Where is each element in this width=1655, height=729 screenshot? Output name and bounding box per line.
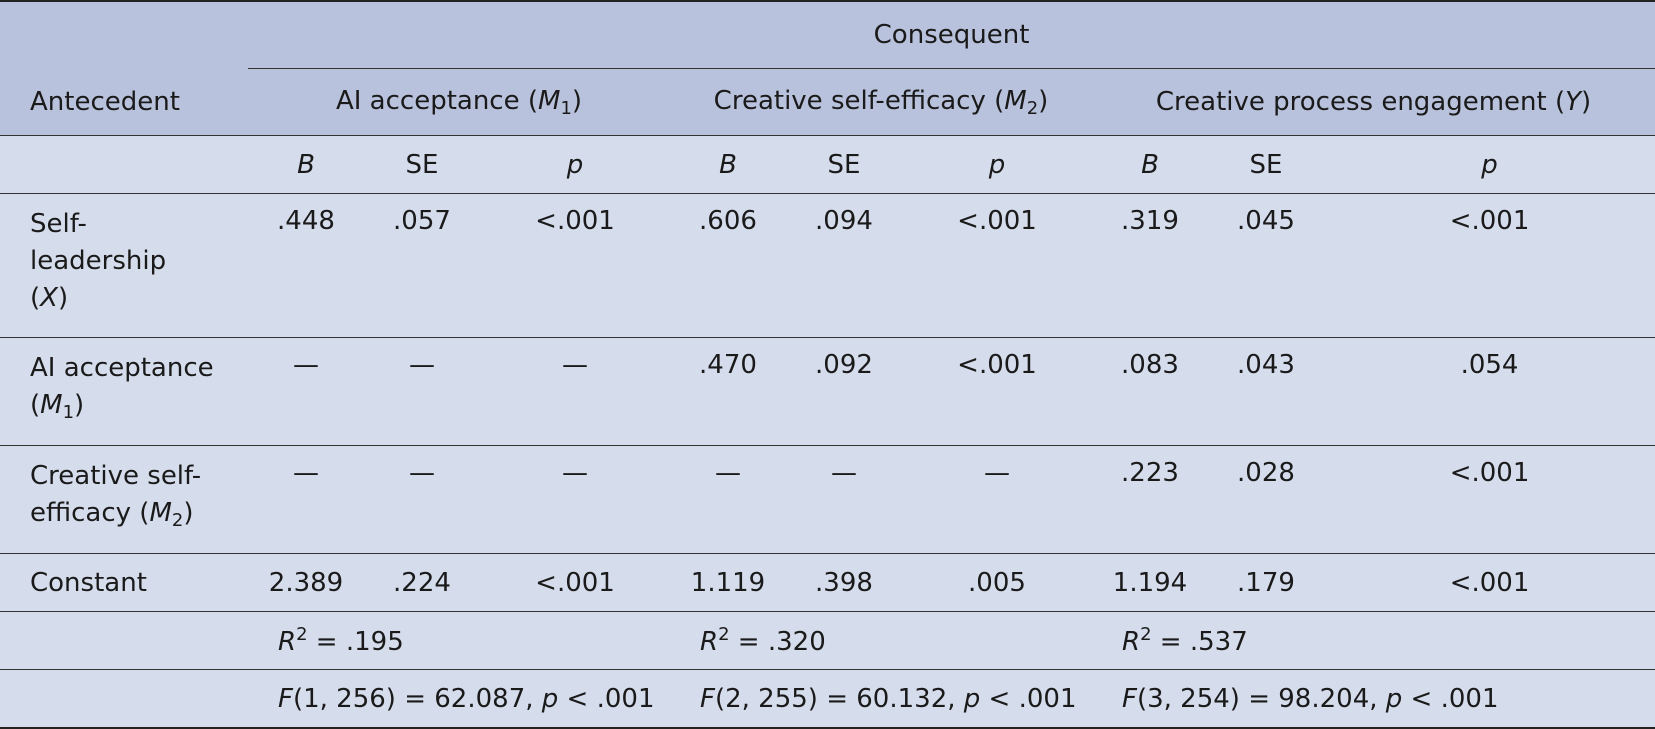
empty-header-cell <box>0 1 248 69</box>
consequent-header: Consequent <box>248 1 1655 69</box>
table-row: AI acceptance (M1) — — — .470 .092 <.001 … <box>0 337 1655 446</box>
group-header-m2: Creative self-efficacy (M2) <box>713 85 1049 119</box>
cell: 2.389 <box>268 567 344 598</box>
r-squared-m1: R2 = .195 <box>278 624 404 657</box>
cell: — <box>562 350 588 380</box>
cell: <.001 <box>1449 567 1530 598</box>
row-label-creative-self-efficacy: Creative self-efficacy (M2) <box>30 461 202 531</box>
cell: 1.194 <box>1112 567 1188 598</box>
cell: — <box>562 458 588 488</box>
col-p-m2: p <box>988 149 1006 180</box>
row-label-constant: Constant <box>30 567 147 598</box>
cell: .224 <box>393 567 451 598</box>
cell: — <box>715 458 741 488</box>
cell: .043 <box>1237 350 1295 380</box>
f-stat-row: F(1, 256) = 62.087, p < .001 F(2, 255) =… <box>0 669 1655 729</box>
cell: — <box>831 458 857 488</box>
cell: .057 <box>393 206 451 236</box>
cell: <.001 <box>957 350 1037 380</box>
cell: — <box>984 458 1010 488</box>
table-row: Creative self-efficacy (M2) — — — — — — … <box>0 445 1655 554</box>
r-squared-row: R2 = .195 R2 = .320 R2 = .537 <box>0 611 1655 670</box>
cell: .092 <box>815 350 873 380</box>
cell: 1.119 <box>690 567 766 598</box>
cell: — <box>293 458 319 488</box>
cell: .028 <box>1237 458 1295 488</box>
cell: <.001 <box>535 567 615 598</box>
col-se-m2: SE <box>827 149 861 180</box>
col-b-y: B <box>1141 149 1159 180</box>
empty-cell <box>0 670 248 729</box>
col-se-m1: SE <box>405 149 439 180</box>
cell: .223 <box>1121 458 1179 488</box>
f-stat-y: F(3, 254) = 98.204, p < .001 <box>1122 683 1499 714</box>
cell: <.001 <box>1449 458 1530 488</box>
f-stat-m2: F(2, 255) = 60.132, p < .001 <box>700 683 1077 714</box>
cell: — <box>409 458 435 488</box>
cell: .054 <box>1460 350 1519 380</box>
col-p-y: p <box>1481 149 1498 180</box>
table-row: Constant 2.389 .224 <.001 1.119 .398 .00… <box>0 553 1655 612</box>
cell: .083 <box>1121 350 1179 380</box>
f-stat-m1: F(1, 256) = 62.087, p < .001 <box>278 683 655 714</box>
r-squared-y: R2 = .537 <box>1122 624 1248 657</box>
group-header-y: Creative process engagement (Y) <box>1155 87 1592 117</box>
cell: .319 <box>1121 206 1179 236</box>
table-row: Self-leadership (X) .448 .057 <.001 .606 … <box>0 193 1655 338</box>
row-label-self-leadership: Self-leadership (X) <box>30 209 167 313</box>
col-b-m1: B <box>297 149 315 180</box>
cell: .606 <box>699 206 757 236</box>
cell: .005 <box>968 567 1026 598</box>
cell: .470 <box>699 350 757 380</box>
col-b-m2: B <box>719 149 737 180</box>
cell: .045 <box>1237 206 1295 236</box>
col-se-y: SE <box>1249 149 1283 180</box>
r-squared-m2: R2 = .320 <box>700 624 826 657</box>
col-p-m1: p <box>566 149 584 180</box>
cell: <.001 <box>535 206 615 236</box>
cell: .179 <box>1237 567 1295 598</box>
empty-subheader-cell <box>0 136 248 194</box>
cell: <.001 <box>957 206 1037 236</box>
empty-cell <box>0 612 248 670</box>
antecedent-header: Antecedent <box>30 86 180 117</box>
cell: .448 <box>277 206 335 236</box>
group-header-m1: AI acceptance (M1) <box>335 85 583 119</box>
cell: <.001 <box>1449 206 1530 236</box>
cell: .094 <box>815 206 873 236</box>
cell: — <box>293 350 319 380</box>
cell: — <box>409 350 435 380</box>
row-label-ai-acceptance: AI acceptance (M1) <box>30 353 214 423</box>
cell: .398 <box>815 567 873 598</box>
